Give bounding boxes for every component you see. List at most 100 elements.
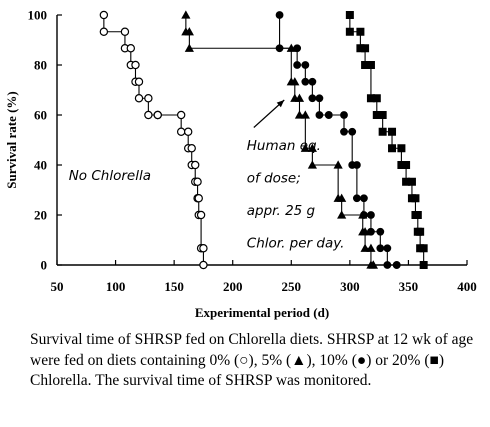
annotations: No Chlorella Human eq. of dose; appr. 25 g C…: [69, 138, 345, 252]
data-point-open-circle: [131, 60, 140, 70]
data-point-filled-circle: [315, 111, 324, 119]
y-tick-label: 40: [34, 158, 47, 173]
data-point-filled-square: [397, 144, 406, 153]
data-point-filled-circle: [360, 211, 368, 219]
data-point-filled-circle: [352, 161, 361, 169]
x-tick-label: 250: [282, 279, 302, 294]
series-line-filled-square: [349, 15, 425, 265]
data-point-filled-circle: [376, 244, 385, 253]
data-point-open-circle: [134, 77, 144, 86]
data-point-filled-triangle: [307, 143, 317, 152]
data-point-filled-circle: [293, 44, 302, 53]
data-point-filled-triangle: [300, 143, 310, 152]
data-point-filled-circle: [301, 77, 310, 86]
data-point-filled-square: [378, 111, 387, 119]
data-point-filled-circle: [352, 194, 361, 203]
data-point-filled-square: [372, 111, 381, 119]
data-point-filled-circle: [308, 77, 317, 86]
data-point-filled-square: [345, 11, 354, 19]
data-point-open-circle: [187, 144, 196, 153]
data-point-filled-triangle: [290, 77, 300, 86]
x-axis-label: Experimental period (d): [195, 305, 329, 320]
y-tick-label: 100: [28, 8, 48, 23]
figure-caption: Survival time of SHRSP fed on Chlorella …: [30, 331, 474, 389]
data-point-filled-circle: [360, 194, 368, 203]
data-point-open-circle: [176, 110, 186, 120]
data-point-filled-square: [388, 144, 397, 153]
data-point-filled-circle: [340, 111, 348, 119]
data-point-filled-square: [366, 61, 375, 69]
data-point-open-circle: [126, 44, 136, 53]
data-point-filled-triangle: [366, 243, 376, 252]
data-point-filled-circle: [308, 94, 317, 103]
x-tick-label: 200: [223, 279, 243, 294]
x-tick-label: 400: [457, 279, 477, 294]
data-point-filled-triangle: [360, 227, 370, 236]
annotation-text: Human eq.: [247, 138, 321, 154]
data-point-open-circle: [144, 94, 153, 103]
data-point-filled-square: [419, 244, 428, 253]
data-point-filled-circle: [383, 261, 392, 269]
y-tick-label: 20: [34, 208, 47, 223]
x-tick-label: 100: [106, 279, 126, 294]
data-point-filled-square: [411, 194, 420, 203]
data-point-filled-triangle: [181, 10, 191, 19]
y-tick-label: 0: [41, 258, 48, 273]
data-point-filled-square: [372, 94, 381, 103]
data-point-open-circle: [144, 110, 153, 120]
data-point-filled-square: [402, 161, 411, 169]
data-point-open-circle: [183, 127, 193, 136]
data-point-filled-circle: [376, 227, 385, 236]
data-point-open-circle: [199, 260, 208, 270]
data-point-filled-circle: [348, 127, 357, 136]
data-point-filled-square: [378, 127, 387, 136]
data-point-filled-triangle: [337, 210, 347, 219]
data-point-filled-square: [419, 261, 428, 269]
annotation-text: of dose;: [247, 171, 301, 187]
data-point-filled-triangle: [307, 160, 317, 169]
data-point-filled-square: [416, 227, 425, 236]
data-point-open-circle: [191, 160, 200, 170]
data-point-open-circle: [134, 94, 144, 103]
data-point-filled-circle: [301, 61, 310, 69]
data-point-filled-circle: [275, 11, 284, 19]
data-point-filled-square: [413, 211, 422, 219]
data-point-filled-circle: [340, 127, 348, 136]
data-point-filled-triangle: [294, 110, 305, 119]
x-tick-label: 150: [164, 279, 184, 294]
data-point-open-circle: [99, 10, 109, 20]
y-tick-label: 80: [34, 58, 47, 73]
data-point-filled-circle: [367, 227, 375, 236]
data-point-filled-square: [356, 44, 365, 53]
ticks: 50 100 150 200 250 300 350 400 0 20 40 60 80 100: [28, 8, 477, 295]
x-tick-label: 50: [51, 279, 64, 294]
data-point-open-circle: [120, 27, 130, 36]
y-axis-label: Survival rate (%): [4, 91, 19, 188]
data-point-filled-square: [407, 177, 416, 186]
series-line-open-circle: [103, 15, 204, 265]
data-point-filled-square: [361, 44, 370, 53]
data-point-filled-circle: [324, 111, 333, 119]
data-point-filled-circle: [383, 244, 392, 253]
y-tick-label: 60: [34, 108, 47, 123]
data-point-open-circle: [196, 210, 206, 220]
data-point-filled-square: [388, 127, 397, 136]
annotation-text: appr. 25 g: [247, 203, 316, 219]
data-point-filled-circle: [293, 61, 302, 69]
data-point-filled-triangle: [360, 243, 370, 252]
data-point-open-circle: [153, 110, 162, 120]
survival-chart: 50 100 150 200 250 300 350 400 0 20 40 60 80 100 No C…: [4, 8, 477, 321]
data-point-filled-circle: [275, 44, 284, 53]
annotation-text: No Chlorella: [69, 168, 151, 184]
data-point-open-circle: [194, 194, 203, 203]
data-point-filled-circle: [392, 261, 401, 269]
data-point-filled-triangle: [184, 43, 194, 52]
data-point-filled-circle: [367, 211, 375, 219]
data-point-filled-triangle: [300, 110, 310, 119]
data-point-filled-triangle: [294, 93, 305, 102]
data-point-open-circle: [193, 177, 202, 186]
data-point-filled-triangle: [337, 193, 347, 202]
data-point-open-circle: [176, 127, 186, 136]
series-group: [99, 10, 428, 270]
x-tick-label: 350: [399, 279, 419, 294]
